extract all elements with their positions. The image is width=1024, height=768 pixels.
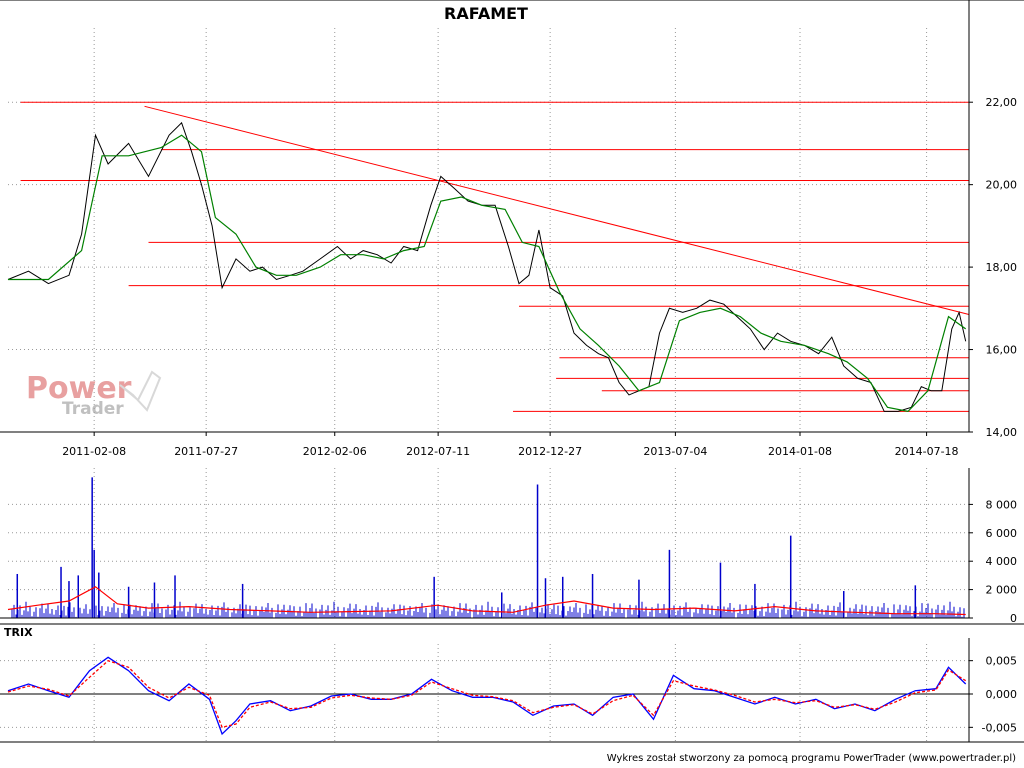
price-x-tick-label: 2011-07-27 (174, 445, 238, 458)
price-x-tick-label: 2011-02-08 (62, 445, 126, 458)
price-y-tick-label: 20,00 (986, 179, 1018, 192)
volume-average-line (7, 586, 966, 616)
average-line (8, 134, 967, 413)
price-x-tick-label: 2014-01-08 (768, 445, 832, 458)
trendline (144, 105, 970, 315)
volume-y-tick-label: 0 (1010, 612, 1017, 625)
watermark-power-text: Power (26, 371, 132, 406)
price-y-tick-label: 18,00 (986, 261, 1018, 274)
price-x-tick-label: 2013-07-04 (643, 445, 707, 458)
price-x-tick-label: 2012-12-27 (518, 445, 582, 458)
volume-y-tick-label: 8 000 (986, 498, 1018, 511)
price-axis: 2011-02-08 2011-07-27 2012-02-06 2012-07-11… (62, 96, 1017, 458)
watermark-swoosh-icon (119, 370, 162, 412)
volume-y-tick-label: 4 000 (986, 555, 1018, 568)
trix-y-tick-label: 0,000 (986, 688, 1018, 701)
trix-axis: -0,005 0,000 0,005 (969, 655, 1018, 734)
trix-y-tick-label: -0,005 (982, 721, 1017, 734)
volume-y-tick-label: 2 000 (986, 584, 1018, 597)
price-x-tick-label: 2014-07-18 (895, 445, 959, 458)
trix-panel-title: TRIX (4, 626, 33, 639)
trix-line (7, 656, 967, 736)
price-y-tick-label: 14,00 (986, 426, 1018, 439)
panel-frames (0, 0, 1024, 743)
chart-title: RAFAMET (444, 4, 528, 23)
footer-credit: Wykres został stworzony za pomocą progra… (607, 753, 1016, 764)
volume-y-tick-label: 6 000 (986, 527, 1018, 540)
powertrader-watermark: Power Trader (26, 370, 162, 419)
watermark-trader-text: Trader (62, 399, 124, 419)
trix-series (7, 656, 967, 736)
price-y-tick-label: 22,00 (986, 96, 1018, 109)
trendline-segment (144, 105, 970, 315)
trix-y-tick-label: 0,005 (986, 655, 1018, 668)
volume-average-line (7, 586, 966, 616)
price-line (7, 121, 967, 412)
volume-axis: 0 2 000 4 000 6 000 8 000 (969, 498, 1017, 625)
price-y-tick-label: 16,00 (986, 344, 1018, 357)
trix-signal-line (7, 659, 967, 729)
price-series (7, 121, 967, 413)
price-x-tick-label: 2012-07-11 (406, 445, 470, 458)
price-x-tick-label: 2012-02-06 (303, 445, 367, 458)
